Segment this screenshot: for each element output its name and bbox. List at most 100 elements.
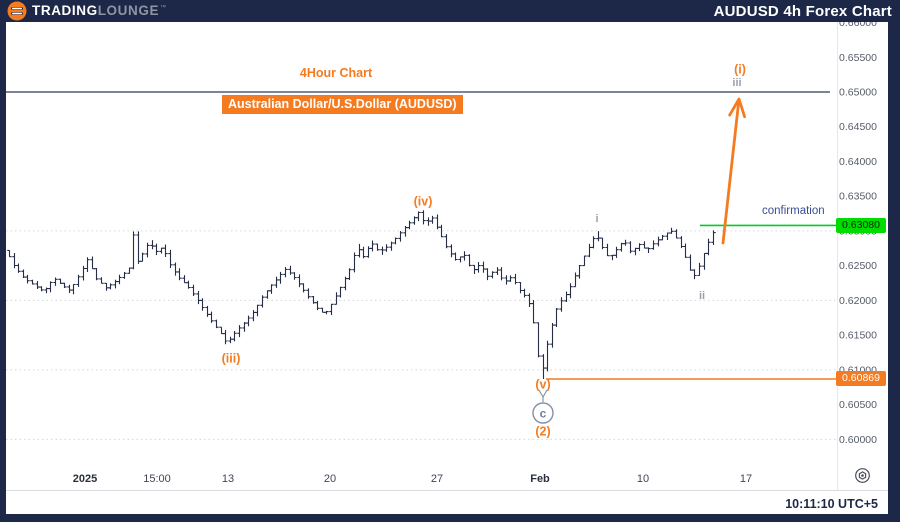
ohlc-bar [53,277,58,286]
ohlc-bar [352,252,357,273]
ohlc-bar [462,251,467,261]
ohlc-bar [150,240,155,250]
settings-gear-icon[interactable] [854,467,871,484]
ohlc-bar [527,293,532,307]
frame-border-left [0,22,6,514]
footer-separator [6,490,888,491]
ohlc-bar [660,235,665,241]
ohlc-bar [633,247,638,256]
ohlc-bar [260,295,265,308]
price-axis-label: 0.61500 [839,330,877,342]
ohlc-bar [297,274,302,288]
ohlc-bar [481,261,486,273]
ohlc-bar [476,262,481,273]
ohlc-bar [688,254,693,271]
ohlc-bar [389,241,394,251]
ohlc-bar [232,331,237,342]
ohlc-bar [154,243,159,255]
ohlc-bar [30,279,35,285]
ohlc-bar [173,262,178,276]
ohlc-bar [412,216,417,225]
ohlc-bar [62,282,67,288]
ohlc-bar [306,288,311,299]
ohlc-bar [366,246,371,258]
ohlc-bar [223,330,228,345]
wave-connector [542,389,548,398]
ohlc-bar [711,230,716,245]
ohlc-bar [619,242,624,252]
time-axis-label: 15:00 [143,473,171,485]
ohlc-bar [288,265,293,275]
ohlc-bar [541,354,546,379]
ohlc-bar [596,231,601,242]
ohlc-bar [301,283,306,293]
ohlc-bar [605,243,610,257]
ohlc-bar [513,273,518,285]
ohlc-bar [591,236,596,249]
price-axis-label: 0.63500 [839,191,877,203]
instrument-badge: Australian Dollar/U.S.Dollar (AUDUSD) [222,95,463,114]
ohlc-bar [444,234,449,249]
ohlc-bar [439,224,444,238]
ohlc-bar [168,249,173,268]
ohlc-bar [35,281,40,289]
ohlc-bar [614,246,619,258]
ohlc-bar [587,243,592,258]
ohlc-bar [94,268,99,281]
ohlc-bar [642,241,647,249]
ohlc-bar [196,291,201,305]
ohlc-bar [531,300,536,324]
ohlc-bar [81,265,86,281]
ohlc-bar [237,325,242,338]
time-axis-label: 2025 [73,473,97,485]
ohlc-bar [550,323,555,348]
ohlc-bar [702,252,707,270]
ohlc-bar [665,232,670,240]
ohlc-bar [421,210,426,225]
price-axis-label: 0.64500 [839,121,877,133]
ohlc-bar [315,301,320,311]
ohlc-bar [278,271,283,284]
ohlc-bar [320,307,325,313]
ohlc-bar [219,326,224,335]
ohlc-bar [679,236,684,249]
ohlc-bar [283,267,288,278]
ohlc-bar [163,244,168,257]
ohlc-bar [375,243,380,251]
ohlc-bar [522,288,527,298]
price-axis-label: 0.62500 [839,260,877,272]
ohlc-bar [99,277,104,284]
ohlc-bar [467,254,472,267]
ohlc-bar [177,268,182,281]
projection-arrow-head [728,97,746,119]
time-axis-label: 13 [222,473,234,485]
ohlc-bar [504,275,509,285]
ohlc-bar [637,243,642,252]
brand-logo: TRADINGLOUNGE™ [7,0,166,22]
ohlc-bar [453,252,458,261]
ohlc-bar [361,246,366,259]
ohlc-bar [573,272,578,288]
ohlc-bar [251,310,256,322]
elliott-wave-label: (v) [535,378,550,392]
ohlc-bar [651,240,656,250]
ohlc-bar [669,227,674,234]
ohlc-bar [430,215,435,224]
ohlc-bar [292,272,297,280]
ohlc-bar [582,255,587,267]
ohlc-bar [44,287,49,294]
ohlc-bar [370,240,375,252]
ohlc-bar [545,340,550,372]
ohlc-bar [58,278,63,284]
elliott-wave-label: (2) [535,425,550,439]
ohlc-bar [426,217,431,226]
ohlc-bar [518,281,523,294]
ohlc-bar [628,241,633,254]
ohlc-bar [214,319,219,329]
ohlc-bar [127,267,132,274]
ohlc-bar [200,298,205,311]
ohlc-bar [186,280,191,289]
clock-label: 10:11:10 UTC+5 [785,497,878,511]
